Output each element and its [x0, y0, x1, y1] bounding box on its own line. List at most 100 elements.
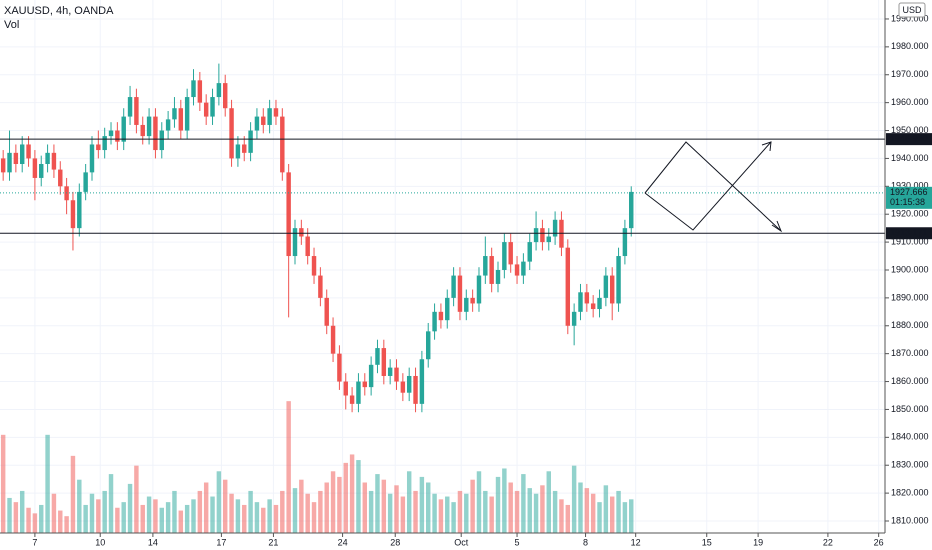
currency-box[interactable] — [898, 2, 926, 18]
candle-body — [229, 108, 234, 159]
price-line-label: 1946.920 — [890, 133, 928, 143]
volume-bar — [356, 460, 361, 533]
x-tick-label: Oct — [454, 537, 469, 547]
candle-body — [7, 152, 12, 173]
candle-body — [127, 97, 133, 117]
volume-bar — [571, 465, 577, 533]
volume-bar — [26, 507, 31, 533]
candle-body — [261, 116, 266, 125]
last-price-label: 1927.666 — [890, 187, 928, 197]
x-tick-label: 8 — [583, 537, 588, 547]
candle-body — [508, 242, 513, 265]
candle-body — [457, 275, 463, 312]
volume-bar — [502, 468, 507, 533]
candle-body — [571, 311, 577, 326]
candle-body — [248, 130, 253, 153]
y-tick-label: 1950.000 — [891, 125, 929, 135]
candle-body — [280, 116, 285, 173]
candle-body — [39, 164, 44, 178]
arrow-head — [771, 220, 783, 233]
grid — [0, 0, 885, 533]
candle-body — [546, 236, 551, 243]
volume-bar — [299, 479, 304, 533]
volume-bar — [146, 496, 152, 533]
x-tick-label: 19 — [753, 537, 763, 547]
volume-bar — [210, 496, 215, 533]
volume-bar — [546, 471, 551, 533]
volume-bar — [527, 488, 532, 533]
candle-body — [451, 275, 456, 298]
volume-bar — [159, 507, 164, 533]
volume-bar — [140, 504, 145, 533]
y-tick-label: 1850.000 — [891, 404, 929, 414]
volume-bar — [229, 493, 234, 533]
volume-bar — [337, 476, 342, 533]
volume-bar — [292, 488, 298, 533]
volume-bar — [96, 499, 101, 533]
candle-body — [362, 381, 368, 388]
candle-body — [590, 303, 596, 310]
x-tick-label: 24 — [338, 537, 348, 547]
candle-body — [578, 292, 583, 312]
candle-body — [387, 367, 393, 376]
volume-bar — [375, 474, 380, 533]
candle-body — [242, 144, 247, 153]
x-tick-label: 28 — [390, 537, 400, 547]
candle-body — [197, 80, 203, 103]
candle-body — [603, 275, 609, 298]
volume-bar — [559, 499, 564, 533]
y-tick-label: 1990.000 — [891, 13, 929, 23]
candle-body — [375, 348, 380, 365]
candle-body — [622, 228, 628, 257]
volume-bar — [51, 493, 57, 533]
volume-bar — [70, 455, 76, 533]
candle-body — [32, 158, 38, 178]
candle-body — [134, 97, 139, 125]
x-tick-label: 5 — [515, 537, 520, 547]
y-tick-label: 1930.000 — [891, 181, 929, 191]
y-tick-label: 1940.000 — [891, 153, 929, 163]
volume-bar — [108, 474, 114, 533]
y-tick-label: 1840.000 — [891, 432, 929, 442]
volume-bar — [495, 476, 501, 533]
candle-body — [381, 348, 387, 376]
currency[interactable]: USD — [902, 5, 922, 15]
volume-bar — [134, 465, 139, 533]
volume-bar — [39, 504, 44, 533]
volume-bar — [432, 493, 437, 533]
volume-bar — [508, 482, 513, 533]
candle-body — [438, 311, 444, 321]
candle-body — [464, 297, 469, 312]
candle-body — [368, 364, 374, 388]
candle-body — [330, 325, 336, 354]
volume-bar — [584, 488, 590, 533]
volume-bar — [13, 502, 19, 533]
volume-bar — [242, 504, 247, 533]
volume-bar — [597, 502, 602, 533]
volume-bar — [45, 434, 50, 533]
y-tick-label: 1900.000 — [891, 264, 929, 274]
drawing-arrows — [644, 141, 783, 233]
candle-body — [533, 228, 539, 243]
candle-body — [565, 247, 571, 326]
volume-bar — [406, 471, 412, 533]
volume-bar — [521, 474, 526, 533]
candle-body — [445, 297, 450, 321]
candle-body — [311, 256, 317, 276]
volume-bar — [121, 502, 126, 533]
y-tick-label: 1830.000 — [891, 460, 929, 470]
y-tick-label: 1880.000 — [891, 320, 929, 330]
candle-body — [45, 152, 50, 164]
candle-body — [210, 97, 215, 117]
volume-bar — [426, 482, 431, 533]
x-tick-label: 26 — [874, 537, 884, 547]
candle-body — [292, 228, 298, 257]
candles — [0, 63, 634, 413]
candle-body — [26, 144, 31, 159]
volume-bar — [457, 490, 463, 533]
candle-body — [286, 172, 291, 257]
candle-body — [400, 381, 406, 393]
x-tick-label: 10 — [95, 537, 105, 547]
volume-bar — [540, 485, 545, 533]
volume-bar — [349, 454, 355, 533]
